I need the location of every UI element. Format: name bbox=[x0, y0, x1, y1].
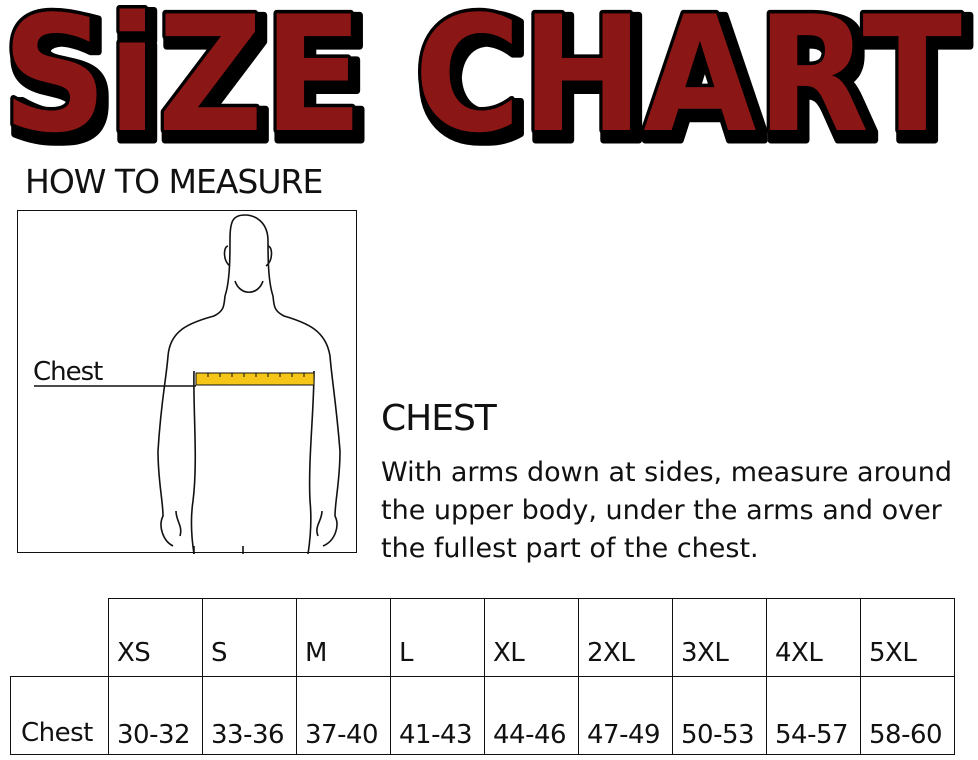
row-label-chest: Chest bbox=[10, 676, 109, 755]
size-header-cell: L bbox=[390, 598, 485, 677]
size-chart-title-logo: SiZE CHART bbox=[0, 0, 966, 150]
chest-value-cell: 50-53 bbox=[672, 676, 767, 755]
size-header-cell: M bbox=[296, 598, 391, 677]
table-row: Chest 30-32 33-36 37-40 41-43 44-46 47-4… bbox=[10, 676, 955, 755]
size-header-cell: 3XL bbox=[672, 598, 767, 677]
instruction-text: With arms down at sides, measure around … bbox=[381, 457, 952, 564]
size-header-cell: S bbox=[202, 598, 297, 677]
size-header-cell: XL bbox=[484, 598, 579, 677]
chest-value-cell: 41-43 bbox=[390, 676, 485, 755]
chest-value-cell: 58-60 bbox=[860, 676, 955, 755]
measure-figure: Chest bbox=[17, 210, 357, 554]
chest-value-cell: 47-49 bbox=[578, 676, 673, 755]
instruction-title: CHEST bbox=[381, 398, 497, 439]
chest-value-cell: 30-32 bbox=[108, 676, 203, 755]
size-table: XS S M L XL 2XL 3XL 4XL 5XL Chest 30-32 … bbox=[10, 598, 955, 755]
empty-corner-cell bbox=[11, 599, 109, 677]
chest-value-cell: 37-40 bbox=[296, 676, 391, 755]
how-to-measure-heading: HOW TO MEASURE bbox=[25, 162, 323, 201]
size-header-row: XS S M L XL 2XL 3XL 4XL 5XL bbox=[11, 598, 955, 677]
title-text: SiZE CHART bbox=[2, 0, 962, 150]
body-outline-icon bbox=[34, 214, 341, 554]
chest-value-cell: 54-57 bbox=[766, 676, 861, 755]
measuring-tape bbox=[195, 372, 315, 386]
size-header-cell: 5XL bbox=[860, 598, 955, 677]
chest-label: Chest bbox=[33, 357, 103, 387]
chest-value-cell: 44-46 bbox=[484, 676, 579, 755]
chest-value-cell: 33-36 bbox=[202, 676, 297, 755]
size-header-cell: 4XL bbox=[766, 598, 861, 677]
size-header-cell: XS bbox=[108, 598, 203, 677]
size-header-cell: 2XL bbox=[578, 598, 673, 677]
